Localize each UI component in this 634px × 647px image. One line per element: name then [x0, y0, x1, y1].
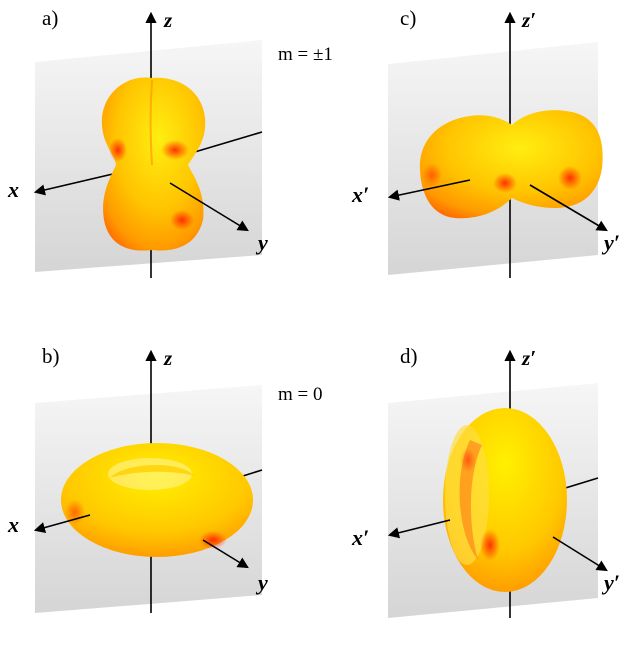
- axis-label-z-a: z: [163, 8, 173, 32]
- y-axis-c: [529, 184, 608, 232]
- panel-label-a: a): [42, 6, 58, 30]
- panel-c: c) z′ x′ y′: [351, 6, 620, 278]
- axis-label-x-c: x′: [351, 182, 369, 207]
- panel-label-d: d): [400, 344, 418, 368]
- y-axis-d: [552, 536, 608, 572]
- panel-label-b: b): [42, 344, 60, 368]
- panel-a: a) z x y m = ±1: [7, 6, 333, 278]
- axis-label-z-d: z′: [521, 346, 536, 370]
- x-axis-d: [387, 519, 451, 539]
- y-axis-b: [202, 539, 249, 569]
- x-axis-b: [33, 514, 91, 533]
- panel-b: b) z x y m = 0: [7, 344, 323, 613]
- axis-label-x-a: x: [7, 177, 19, 202]
- orbital-lobe-c: [419, 110, 603, 219]
- x-axis-c: [387, 179, 471, 201]
- axis-label-z-b: z: [163, 346, 173, 370]
- panel-label-c: c): [400, 6, 416, 30]
- axis-label-y-d: y′: [601, 570, 620, 595]
- axis-label-x-d: x′: [351, 525, 369, 550]
- axis-label-y-a: y: [255, 230, 268, 255]
- m-label-a: m = ±1: [278, 44, 333, 65]
- axis-label-y-b: y: [255, 570, 268, 595]
- axis-label-x-b: x: [7, 512, 19, 537]
- panel-d: d) z′ x′ y′: [351, 344, 620, 618]
- torus-b: [61, 443, 253, 557]
- axis-label-y-c: y′: [601, 230, 620, 255]
- m-label-b: m = 0: [278, 384, 323, 405]
- orbital-lobe-a: [101, 77, 206, 251]
- y-axis-a: [169, 182, 249, 232]
- axis-label-z-c: z′: [521, 8, 536, 32]
- torus-d: [443, 408, 567, 592]
